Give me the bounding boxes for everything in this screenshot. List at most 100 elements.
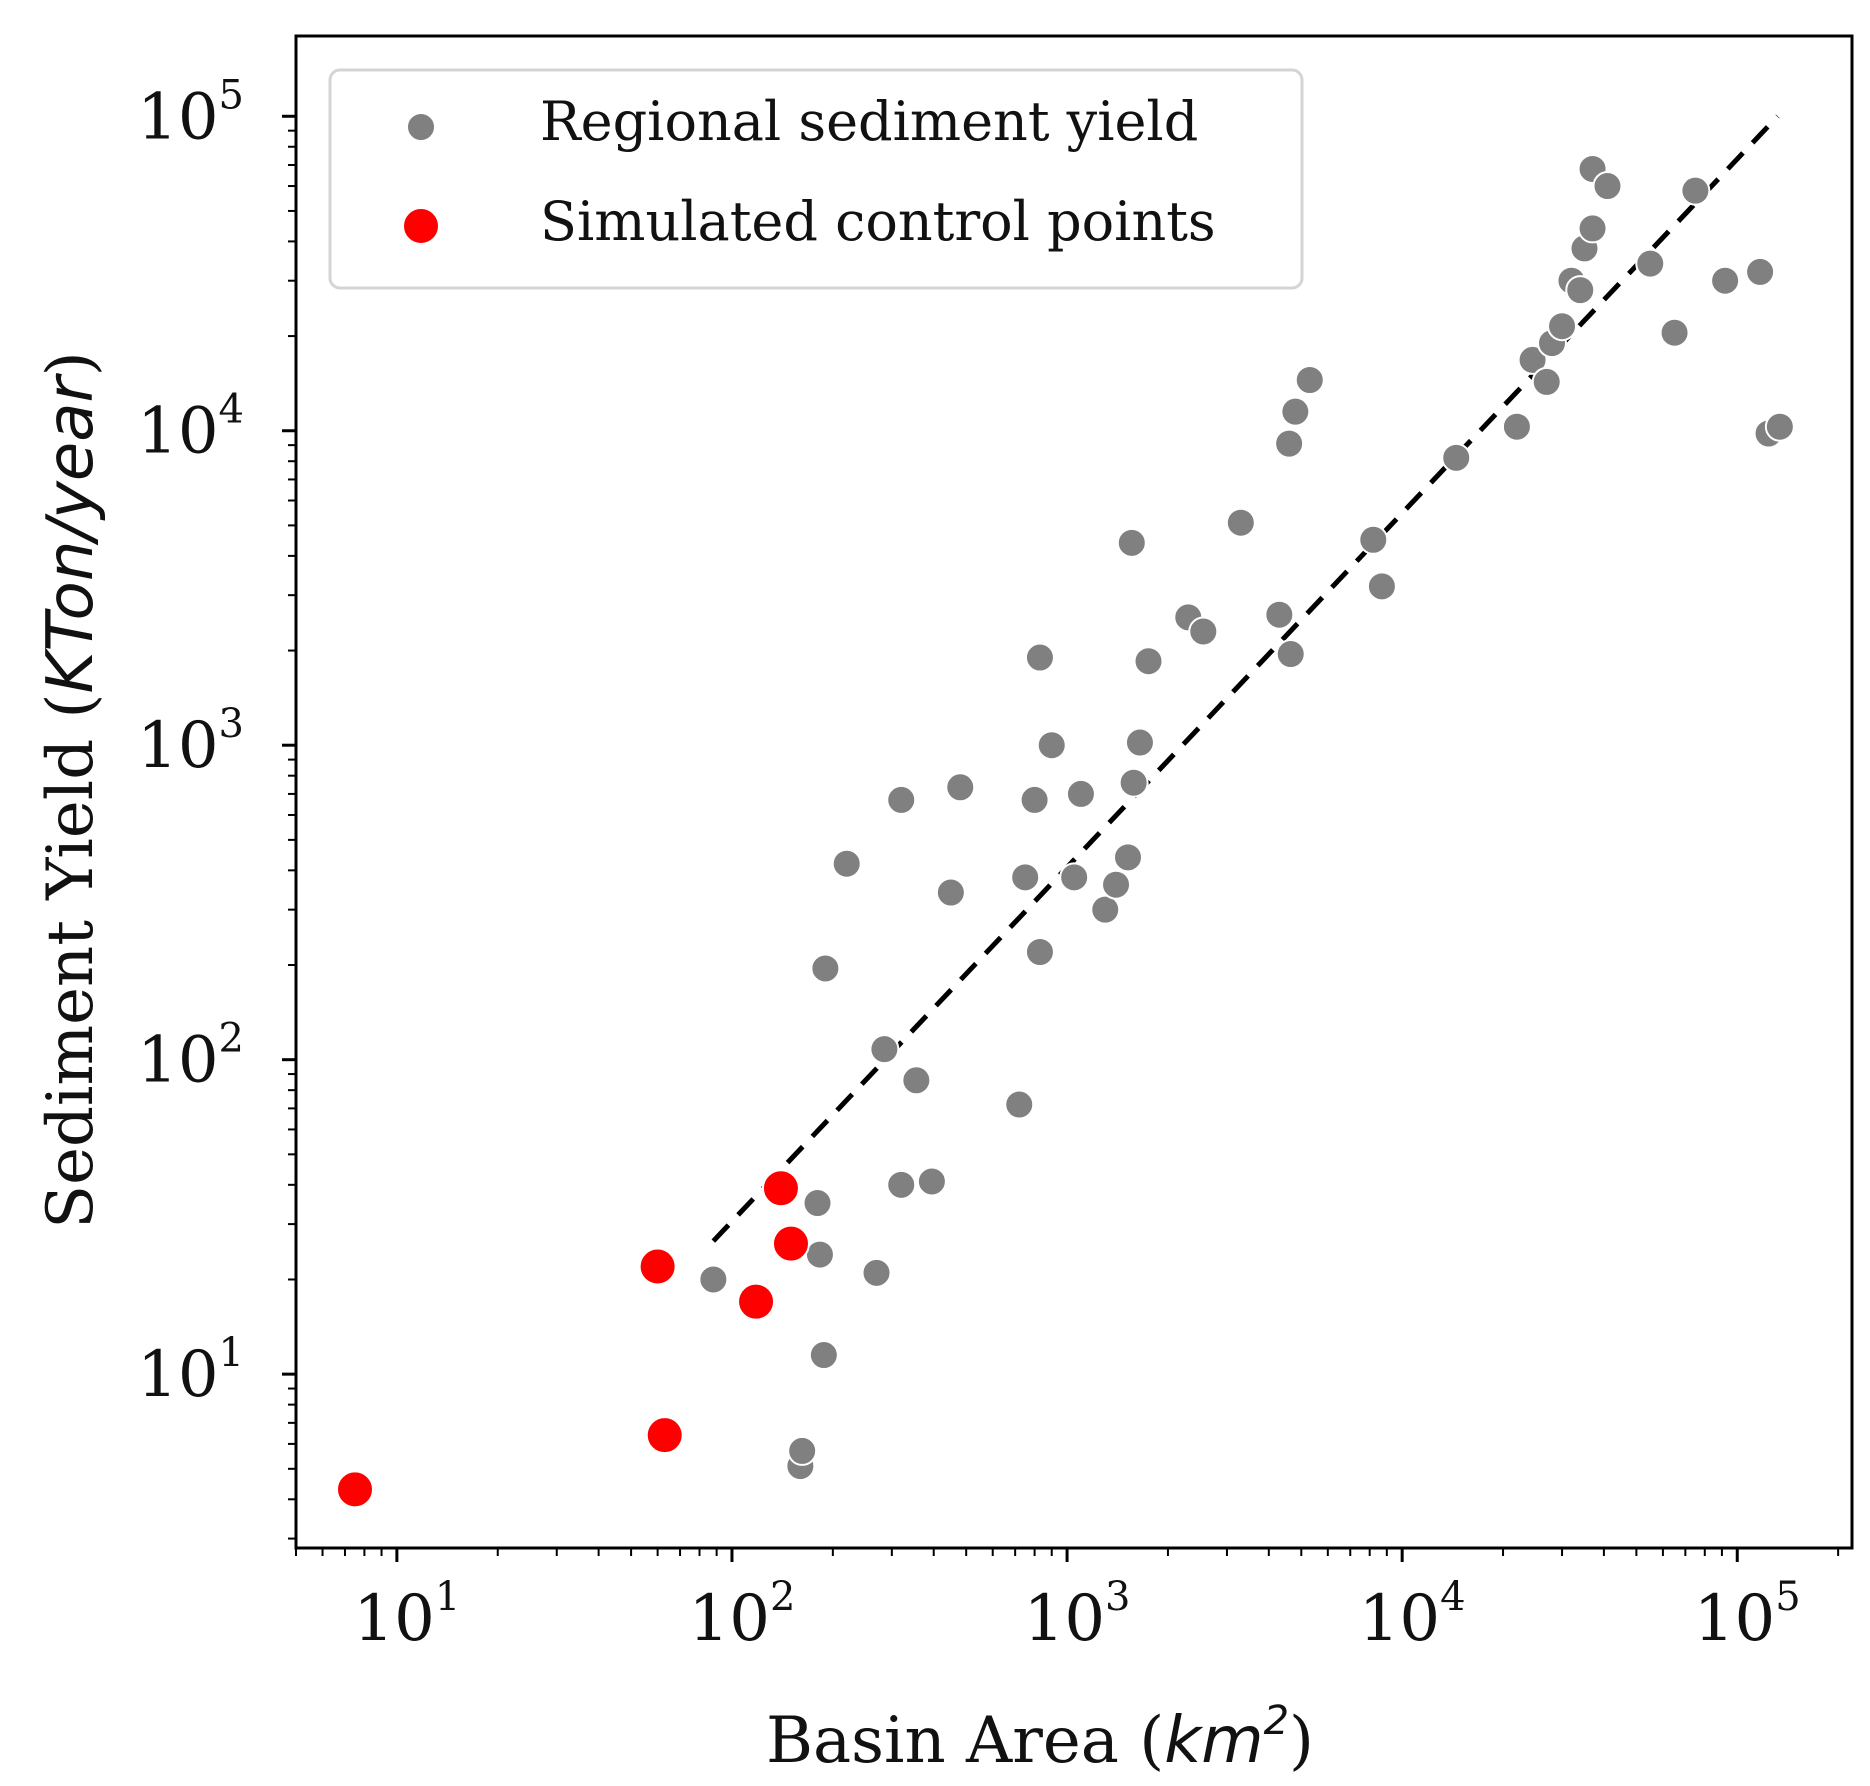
y-tick-label: 101 <box>137 1330 244 1412</box>
data-points <box>336 153 1795 1509</box>
regional-point <box>1635 248 1666 279</box>
regional-point <box>1659 317 1690 348</box>
x-tick-label: 104 <box>1359 1574 1466 1656</box>
y-tick-label-base: 10 <box>137 80 218 154</box>
x-tick-label-base: 10 <box>1024 1582 1105 1656</box>
x-tick-label: 101 <box>353 1574 460 1656</box>
x-tick-label-exponent: 2 <box>770 1574 795 1620</box>
x-tick-label-exponent: 1 <box>435 1574 460 1620</box>
x-tick-label: 102 <box>689 1574 796 1656</box>
y-tick-label: 104 <box>137 387 244 469</box>
y-tick-label-exponent: 4 <box>219 387 244 433</box>
legend-marker-simulated <box>402 207 440 245</box>
regional-point <box>1517 344 1548 375</box>
x-axis-label-text: Basin Area ( <box>766 1704 1164 1778</box>
y-axis-label: Sediment Yield (KTon/year) <box>34 351 108 1228</box>
regional-point <box>1294 364 1325 395</box>
x-tick-labels: 101 102 103 104 105 <box>353 1574 1800 1656</box>
simulated-point <box>645 1416 684 1455</box>
simulated-point <box>771 1224 810 1263</box>
legend-label-regional: Regional sediment yield <box>540 90 1198 153</box>
regional-point <box>1531 366 1562 397</box>
regional-point <box>1101 869 1132 900</box>
y-tick-label-exponent: 1 <box>219 1330 244 1376</box>
plot-frame <box>294 34 1854 1550</box>
regional-point <box>1010 862 1041 893</box>
regional-point <box>698 1264 729 1295</box>
simulated-point <box>737 1282 776 1321</box>
regional-point <box>1680 175 1711 206</box>
legend-label-simulated: Simulated control points <box>540 190 1216 253</box>
regional-point <box>1133 646 1164 677</box>
regional-point <box>1366 571 1397 602</box>
x-tick-label: 105 <box>1694 1574 1801 1656</box>
regional-point <box>1358 524 1389 555</box>
regional-point <box>1116 527 1147 558</box>
regional-point <box>945 772 976 803</box>
legend-marker-regional <box>406 112 436 142</box>
regional-point <box>1118 767 1149 798</box>
regional-point <box>869 1034 900 1065</box>
x-axis-label-close: ) <box>1289 1704 1314 1778</box>
x-tick-label-base: 10 <box>1694 1582 1775 1656</box>
regional-point <box>1592 171 1623 202</box>
regional-point <box>1565 275 1596 306</box>
x-tick-label-exponent: 3 <box>1105 1574 1130 1620</box>
y-axis-label-text: Sediment Yield ( <box>34 693 108 1228</box>
regional-point <box>804 1239 835 1270</box>
x-tick-label: 103 <box>1024 1574 1131 1656</box>
regional-point <box>935 877 966 908</box>
regional-point <box>1188 616 1219 647</box>
legend: Regional sediment yield Simulated contro… <box>328 68 1304 290</box>
regional-point <box>831 848 862 879</box>
y-tick-label-exponent: 2 <box>219 1016 244 1062</box>
regional-point <box>1280 396 1311 427</box>
regional-point <box>1264 599 1295 630</box>
y-tick-label-base: 10 <box>137 395 218 469</box>
y-tick-label: 102 <box>137 1016 244 1098</box>
regional-point <box>886 1169 917 1200</box>
regional-point <box>1019 784 1050 815</box>
regional-point <box>1764 411 1795 442</box>
regional-point <box>861 1257 892 1288</box>
regional-point <box>1710 265 1741 296</box>
x-axis-label-unit: km <box>1164 1704 1263 1778</box>
regional-point <box>1090 894 1121 925</box>
simulated-point <box>761 1169 800 1208</box>
simulated-point <box>336 1470 375 1509</box>
regional-point <box>1065 778 1096 809</box>
regional-point <box>1004 1089 1035 1120</box>
y-axis-label-close: ) <box>34 351 108 376</box>
simulated-point <box>638 1247 677 1286</box>
regional-point <box>1112 842 1143 873</box>
regional-point <box>916 1166 947 1197</box>
regional-point <box>1547 311 1578 342</box>
major-ticks <box>282 114 1739 1562</box>
regional-point <box>1441 442 1472 473</box>
y-tick-label: 105 <box>137 72 244 154</box>
x-tick-label-base: 10 <box>353 1582 434 1656</box>
regional-point <box>1024 642 1055 673</box>
regional-point <box>886 784 917 815</box>
regional-point <box>787 1435 818 1466</box>
legend-box <box>328 68 1304 290</box>
regional-point <box>1024 936 1055 967</box>
regional-point <box>810 953 841 984</box>
regional-point <box>1036 730 1067 761</box>
regional-point <box>802 1188 833 1219</box>
regional-point <box>1124 727 1155 758</box>
regional-point <box>808 1340 839 1371</box>
regional-point <box>1577 213 1608 244</box>
y-tick-label-base: 10 <box>137 1024 218 1098</box>
x-tick-label-base: 10 <box>689 1582 770 1656</box>
x-tick-label-exponent: 5 <box>1775 1574 1800 1620</box>
regional-point <box>1501 411 1532 442</box>
regional-point <box>901 1065 932 1096</box>
regional-point <box>1274 428 1305 459</box>
y-tick-label-exponent: 3 <box>219 701 244 747</box>
y-tick-label-base: 10 <box>137 1338 218 1412</box>
x-axis-label-exponent: 2 <box>1264 1698 1289 1744</box>
regional-point <box>1059 862 1090 893</box>
